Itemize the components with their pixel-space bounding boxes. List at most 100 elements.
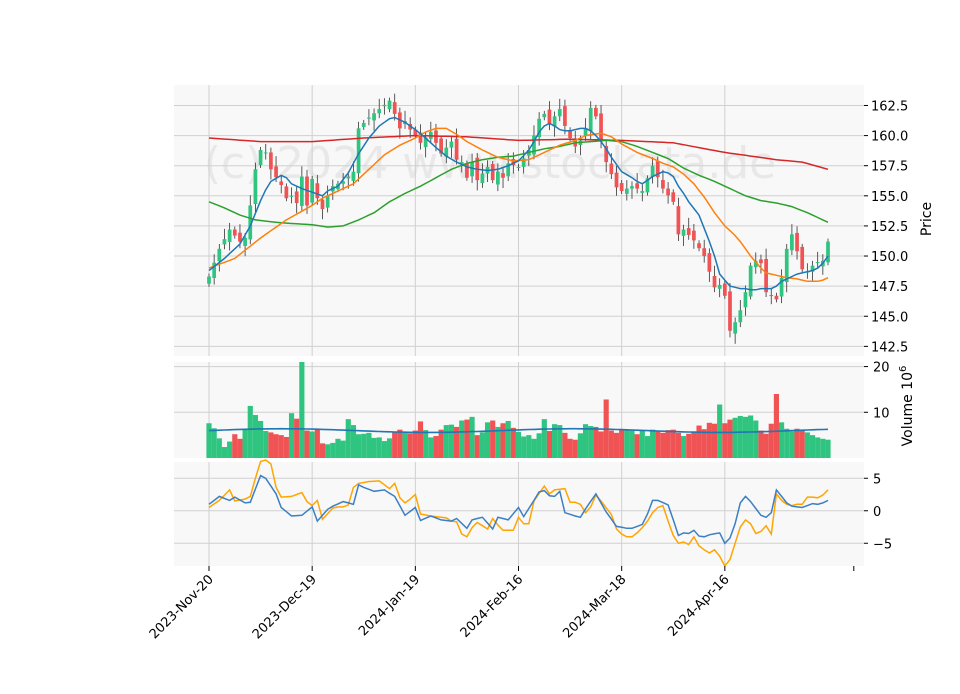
candle-body: [511, 158, 516, 166]
candle-body: [367, 117, 371, 119]
candle-body: [671, 192, 676, 202]
candle-body: [439, 138, 443, 154]
volume-bar: [639, 430, 645, 458]
candle-body: [212, 262, 217, 278]
candle-body: [480, 173, 485, 184]
candle-body: [681, 229, 686, 236]
volume-bar: [479, 432, 485, 458]
price-tick-label: 145.0: [871, 310, 908, 325]
volume-tick-label: 20: [873, 361, 890, 376]
volume-bar: [433, 436, 439, 458]
volume-bar: [804, 432, 810, 458]
candle-body: [614, 172, 619, 188]
candle-body: [588, 107, 593, 132]
candle-body: [263, 152, 268, 154]
price-tick-label: 155.0: [871, 190, 908, 205]
volume-bar: [582, 424, 589, 458]
volume-bar: [294, 418, 300, 458]
candle-body: [666, 188, 670, 196]
candle-body: [227, 229, 232, 243]
volume-bar: [381, 441, 387, 458]
candle-body: [253, 169, 258, 204]
volume-bar: [345, 419, 351, 458]
volume-bar: [356, 434, 362, 458]
candle-body: [423, 137, 428, 148]
candle-body: [377, 109, 382, 114]
volume-bar: [247, 405, 253, 458]
date-tick-label: 2023-Dec-19: [250, 572, 320, 642]
candle-body: [299, 176, 304, 206]
candle-body: [826, 241, 830, 263]
candle-body: [454, 138, 459, 160]
volume-bar: [273, 434, 279, 458]
candle-body: [274, 166, 278, 178]
candle-body: [764, 258, 768, 293]
moving-average-slow-line: [208, 139, 829, 228]
candle-body: [795, 232, 799, 252]
candle-body: [712, 276, 717, 288]
volume-bar: [722, 423, 728, 458]
volume-bar: [789, 431, 795, 458]
volume-bar: [696, 425, 702, 458]
volume-bar: [412, 430, 418, 458]
volume-bar: [454, 426, 460, 458]
candle-body: [356, 128, 361, 174]
volume-bar: [448, 424, 455, 458]
candle-body: [722, 283, 727, 296]
candle-body: [418, 132, 423, 143]
date-tick-label: 2023-Nov-20: [147, 572, 217, 642]
volume-bar: [252, 415, 259, 458]
volume-bar: [794, 428, 800, 458]
volume-bar: [732, 417, 738, 458]
candle-body: [676, 206, 681, 235]
volume-bar: [376, 437, 382, 458]
candle-body: [496, 171, 500, 185]
volume-bar: [655, 430, 661, 458]
volume-bar: [268, 432, 274, 458]
volume-bar: [778, 422, 785, 458]
candle-body: [470, 162, 474, 177]
candle-body: [279, 181, 284, 185]
candle-body: [258, 150, 263, 165]
volume-bar: [490, 420, 496, 458]
candle-body: [640, 190, 645, 193]
volume-bar: [593, 426, 599, 458]
candle-body: [748, 265, 753, 297]
candle-body: [645, 178, 650, 193]
volume-bar: [309, 431, 315, 458]
candle-body: [728, 291, 732, 331]
candle-body: [738, 310, 743, 323]
volume-bar: [283, 436, 289, 458]
volume-bar: [660, 432, 666, 458]
candle-body: [294, 191, 299, 204]
candle-body: [501, 173, 505, 178]
candle-body: [284, 186, 289, 199]
candle-body: [784, 248, 789, 283]
candle-body: [624, 188, 629, 194]
price-tick-label: 157.5: [871, 160, 908, 175]
volume-bar: [773, 394, 779, 458]
candle-body: [361, 122, 366, 127]
volume-bar: [237, 438, 243, 458]
candle-body: [387, 100, 392, 110]
volume-bar: [423, 430, 429, 458]
candle-body: [459, 162, 464, 165]
candle-body: [490, 164, 495, 181]
date-tick-label: 2024-Jan-19: [356, 572, 423, 639]
moving-average-fast-line: [208, 116, 829, 291]
candle-body: [650, 165, 655, 177]
candle-body: [599, 113, 603, 142]
volume-bar: [701, 429, 707, 458]
candle-body: [779, 277, 784, 297]
price-tick-label: 142.5: [871, 340, 908, 355]
volume-bar: [737, 415, 743, 458]
price-axis-label: Price: [919, 202, 935, 236]
candle-body: [532, 135, 536, 155]
volume-bar: [278, 435, 284, 458]
volume-bar: [577, 433, 583, 458]
candle-body: [815, 262, 820, 264]
candle-body: [557, 109, 562, 117]
candle-body: [630, 186, 634, 189]
